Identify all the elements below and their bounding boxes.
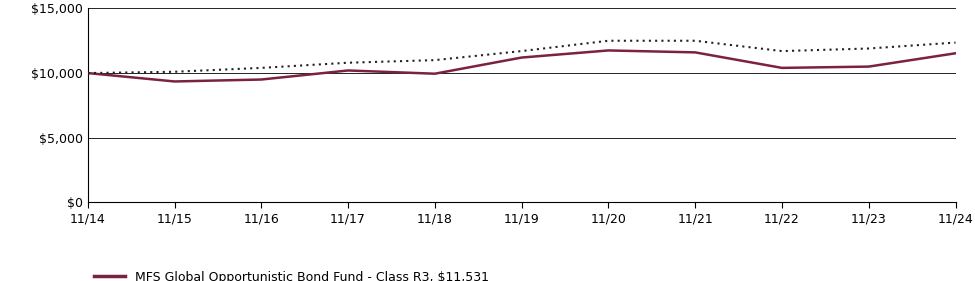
Bloomberg Global Aggregate Index (USD Hedged), $12,359: [429, 58, 441, 62]
Bloomberg Global Aggregate Index (USD Hedged), $12,359: [342, 61, 354, 64]
MFS Global Opportunistic Bond Fund - Class R3, $11,531: [429, 72, 441, 75]
MFS Global Opportunistic Bond Fund - Class R3, $11,531: [342, 69, 354, 72]
Line: Bloomberg Global Aggregate Index (USD Hedged), $12,359: Bloomberg Global Aggregate Index (USD He…: [88, 41, 956, 73]
Bloomberg Global Aggregate Index (USD Hedged), $12,359: [603, 39, 614, 42]
Bloomberg Global Aggregate Index (USD Hedged), $12,359: [255, 66, 267, 70]
MFS Global Opportunistic Bond Fund - Class R3, $11,531: [689, 51, 701, 54]
Bloomberg Global Aggregate Index (USD Hedged), $12,359: [776, 49, 788, 53]
Bloomberg Global Aggregate Index (USD Hedged), $12,359: [863, 47, 875, 50]
MFS Global Opportunistic Bond Fund - Class R3, $11,531: [950, 52, 961, 55]
Bloomberg Global Aggregate Index (USD Hedged), $12,359: [950, 41, 961, 44]
MFS Global Opportunistic Bond Fund - Class R3, $11,531: [776, 66, 788, 70]
MFS Global Opportunistic Bond Fund - Class R3, $11,531: [82, 71, 94, 75]
Bloomberg Global Aggregate Index (USD Hedged), $12,359: [516, 49, 527, 53]
Bloomberg Global Aggregate Index (USD Hedged), $12,359: [689, 39, 701, 42]
Bloomberg Global Aggregate Index (USD Hedged), $12,359: [169, 70, 180, 73]
Bloomberg Global Aggregate Index (USD Hedged), $12,359: [82, 71, 94, 75]
MFS Global Opportunistic Bond Fund - Class R3, $11,531: [516, 56, 527, 59]
MFS Global Opportunistic Bond Fund - Class R3, $11,531: [603, 49, 614, 52]
MFS Global Opportunistic Bond Fund - Class R3, $11,531: [863, 65, 875, 68]
MFS Global Opportunistic Bond Fund - Class R3, $11,531: [255, 78, 267, 81]
MFS Global Opportunistic Bond Fund - Class R3, $11,531: [169, 80, 180, 83]
Legend: MFS Global Opportunistic Bond Fund - Class R3, $11,531, Bloomberg Global Aggrega: MFS Global Opportunistic Bond Fund - Cla…: [94, 271, 508, 281]
Line: MFS Global Opportunistic Bond Fund - Class R3, $11,531: MFS Global Opportunistic Bond Fund - Cla…: [88, 51, 956, 81]
